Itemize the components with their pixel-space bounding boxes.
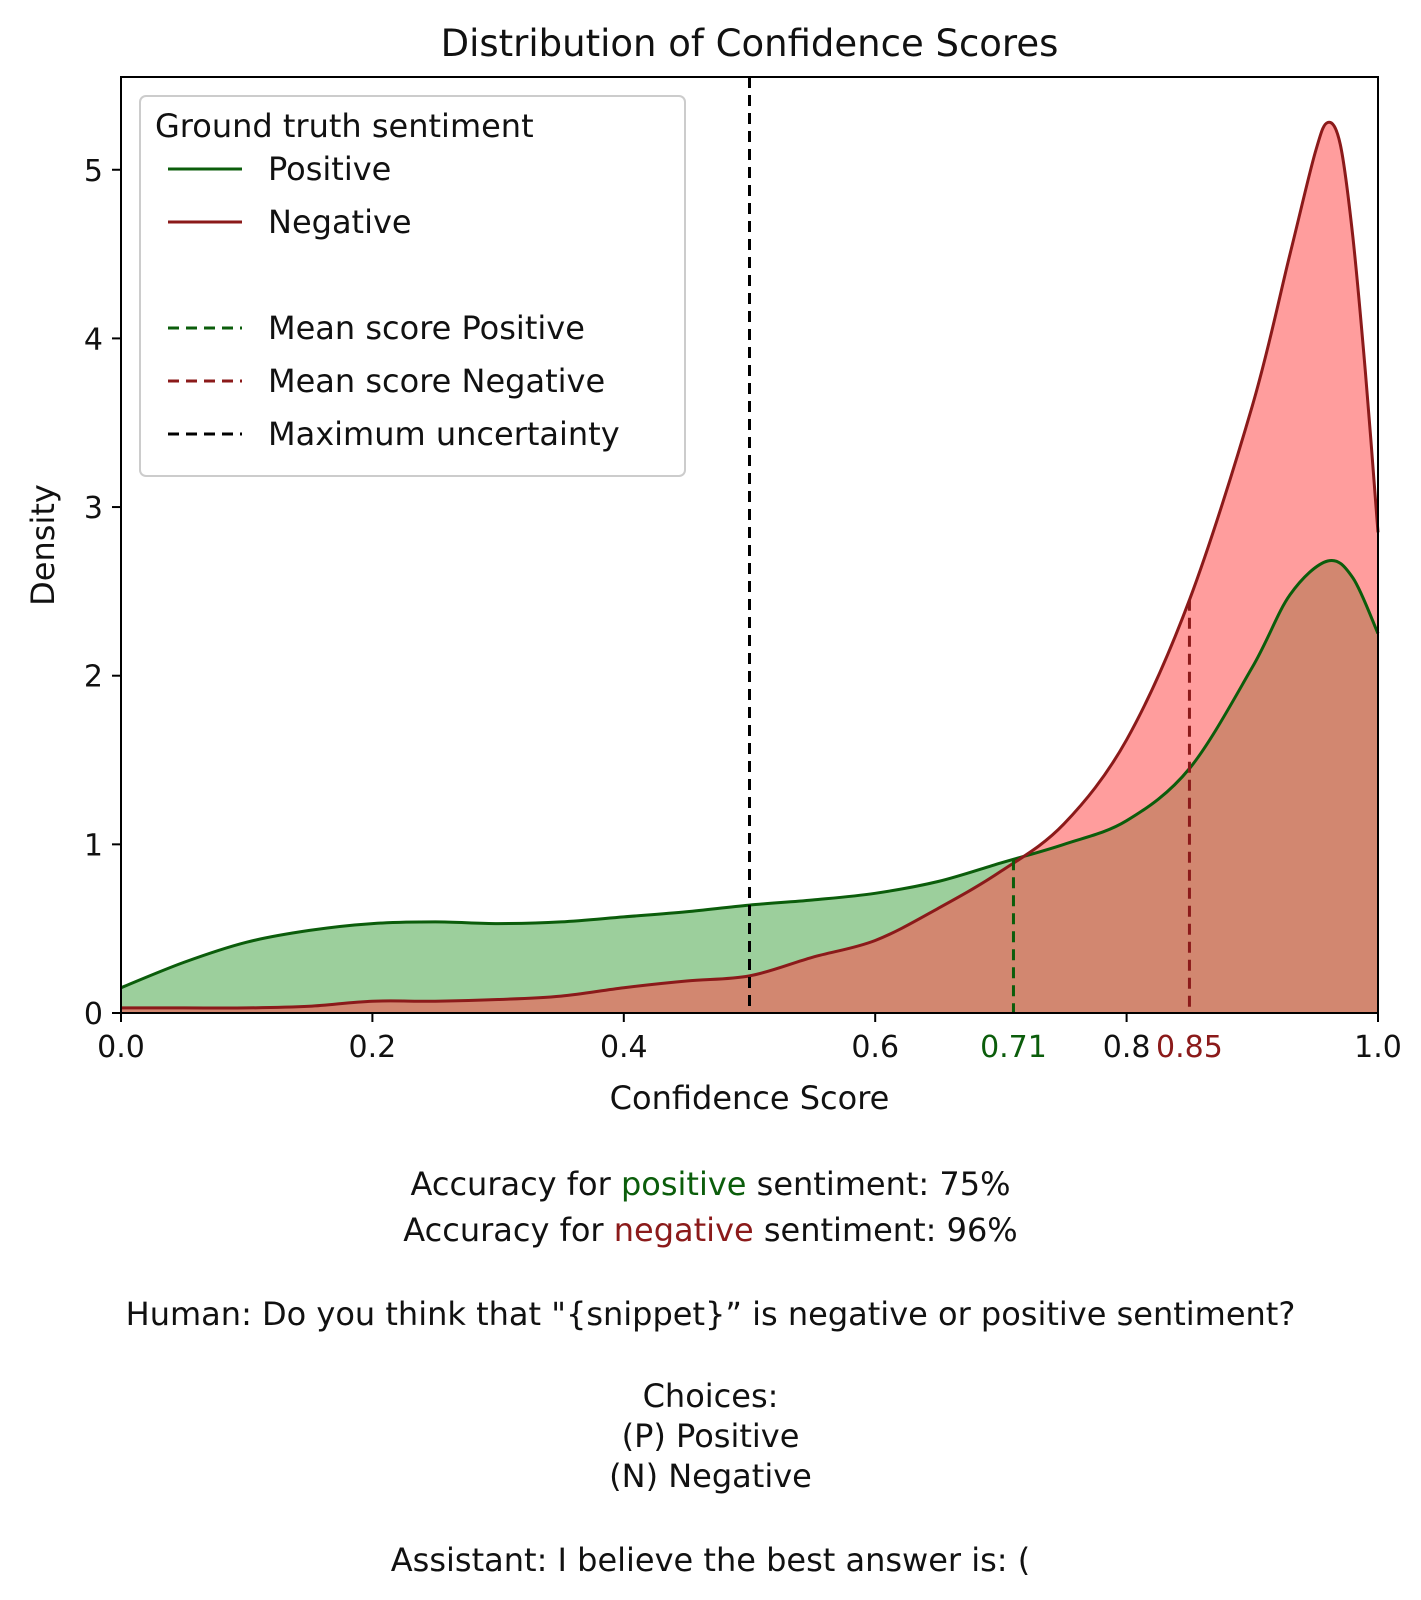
plot-frame <box>120 76 1379 1014</box>
y-tick-label: 5 <box>84 154 103 189</box>
accuracy-positive-suffix: sentiment: 75% <box>746 1165 1011 1203</box>
y-tick-label: 1 <box>84 828 103 863</box>
reference-lines: 0.71 0.85 <box>748 77 1223 1065</box>
x-tick-label: 1.0 <box>1354 1030 1402 1065</box>
area-negative <box>121 122 1378 1013</box>
accuracy-positive-prefix: Accuracy for <box>410 1165 621 1203</box>
y-tick-label: 2 <box>84 660 103 695</box>
mean-score-negative-label: 0.85 <box>1156 1030 1223 1065</box>
x-tick-label: 0.8 <box>1103 1030 1151 1065</box>
choices-header: Choices: <box>642 1377 779 1415</box>
y-axis: 0 1 2 3 4 5 <box>84 154 121 1032</box>
choice-negative: (N) Negative <box>609 1457 812 1495</box>
legend-label: Mean score Negative <box>268 362 605 400</box>
x-tick-label: 0.2 <box>349 1030 397 1065</box>
legend-label: Positive <box>268 150 391 188</box>
accuracy-positive-line: Accuracy for positive sentiment: 75% <box>0 1164 1421 1204</box>
legend-label: Maximum uncertainty <box>268 415 620 453</box>
x-tick-label: 0.4 <box>600 1030 648 1065</box>
legend-box <box>139 95 686 477</box>
assistant-prompt: Assistant: I believe the best answer is:… <box>390 1541 1031 1579</box>
chart-title: Distribution of Confidence Scores <box>441 22 1059 65</box>
legend-label: Mean score Positive <box>268 309 585 347</box>
y-tick-label: 3 <box>84 491 103 526</box>
legend-title: Ground truth sentiment <box>155 107 534 145</box>
y-tick-label: 0 <box>84 997 103 1032</box>
human-prompt: Human: Do you think that "{snippet}” is … <box>125 1295 1296 1333</box>
accuracy-negative-prefix: Accuracy for <box>403 1211 614 1249</box>
choice-positive: (P) Positive <box>621 1417 800 1455</box>
density-lines <box>120 120 1380 1010</box>
line-negative <box>121 120 1380 1010</box>
x-axis: 0.0 0.2 0.4 0.6 0.8 1.0 <box>97 1013 1402 1065</box>
positive-word: positive <box>620 1165 747 1203</box>
legend-label: Negative <box>268 203 412 241</box>
accuracy-negative-suffix: sentiment: 96% <box>753 1211 1018 1249</box>
accuracy-negative-line: Accuracy for negative sentiment: 96% <box>0 1210 1421 1250</box>
mean-score-positive-label: 0.71 <box>980 1030 1047 1065</box>
line-positive <box>120 558 1380 990</box>
x-axis-label: Confidence Score <box>610 1079 890 1117</box>
y-axis-label: Density <box>24 484 62 606</box>
x-tick-label: 0.0 <box>97 1030 145 1065</box>
y-tick-label: 4 <box>84 322 103 357</box>
density-fills <box>121 122 1378 1013</box>
negative-word: negative <box>613 1211 754 1249</box>
x-tick-label: 0.6 <box>851 1030 899 1065</box>
legend: Ground truth sentiment Positive Negative Me… <box>139 95 686 477</box>
chart: 0.71 0.85 0.0 0.2 0.4 0.6 0.8 1.0 0 1 2 3 4 5 Distr… <box>24 22 1402 1117</box>
